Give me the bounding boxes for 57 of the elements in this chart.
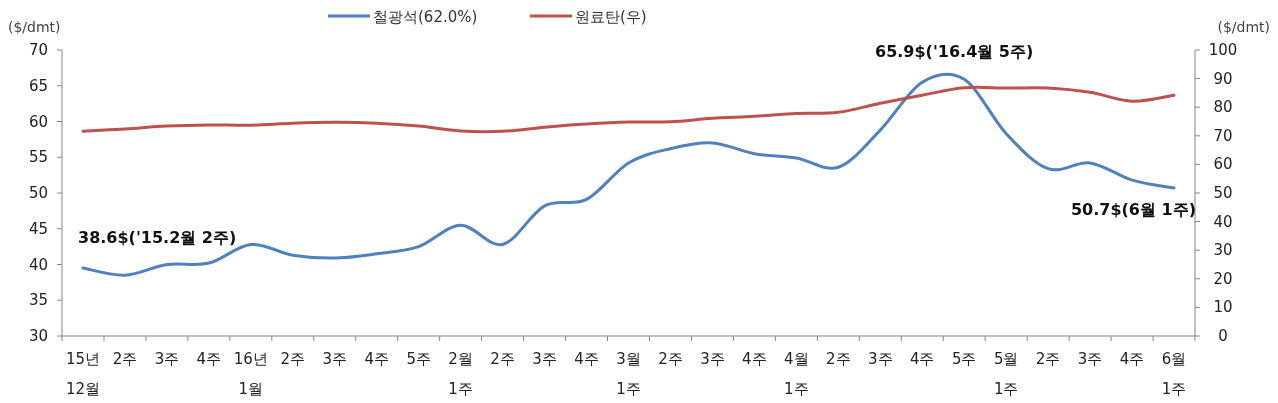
- y2-tick-label: 10: [1213, 298, 1233, 317]
- x-tick-label: 3주: [322, 350, 348, 368]
- y-tick-label: 30: [28, 327, 48, 345]
- y-tick-label: 70: [28, 41, 48, 59]
- y2-tick-label: 70: [1213, 126, 1233, 145]
- x-tick-label: 6월 1주: [1161, 350, 1187, 398]
- y2-tick-label: 100: [1208, 41, 1238, 59]
- x-tick-label: 3월 1주: [616, 350, 641, 398]
- x-tick-label: 2주: [658, 350, 683, 368]
- x-tick-label: 4주: [909, 350, 935, 368]
- annotation: 38.6$('15.2월 2주): [78, 228, 237, 247]
- y-tick-label: 45: [28, 219, 48, 238]
- x-tick-label: 4주: [196, 350, 222, 368]
- y2-tick-label: 90: [1213, 69, 1233, 88]
- y-tick-label: 65: [28, 76, 48, 95]
- annotation: 65.9$('16.4월 5주): [875, 42, 1034, 61]
- y-tick-label: 55: [28, 148, 48, 167]
- legend-item: 철광석(62.0%): [328, 8, 478, 26]
- annotation: 50.7$(6월 1주): [1070, 200, 1196, 219]
- y2-tick-label: 60: [1213, 155, 1233, 174]
- y-tick-label: 40: [28, 255, 48, 274]
- x-tick-label: 4주: [364, 350, 389, 368]
- y2-tick-label: 40: [1213, 212, 1233, 231]
- x-tick-label: 15년 12월: [65, 350, 101, 398]
- y-tick-label: 50: [28, 184, 48, 202]
- legend-label: 원료탄(우): [575, 8, 647, 26]
- x-tick-label: 5주: [406, 350, 431, 368]
- y2-axis-title: ($/dmt): [1217, 19, 1270, 35]
- x-tick-label: 5월 1주: [993, 350, 1019, 398]
- x-tick-label: 16년 1월: [233, 350, 268, 398]
- y2-tick-label: 50: [1213, 184, 1233, 202]
- x-tick-label: 3주: [868, 350, 893, 368]
- y2-tick-label: 80: [1213, 98, 1233, 117]
- x-tick-label: 2월 1주: [448, 350, 473, 398]
- y2-tick-label: 30: [1213, 241, 1233, 260]
- x-tick-label: 2주: [490, 350, 515, 368]
- y2-tick-label: 0: [1218, 327, 1228, 345]
- x-tick-label: 4주: [1119, 350, 1145, 368]
- x-tick-label: 3주: [700, 350, 725, 368]
- x-tick-label: 4월 1주: [784, 350, 809, 398]
- x-tick-label: 2주: [112, 350, 138, 368]
- x-tick-label: 3주: [532, 350, 557, 368]
- x-tick-label: 2주: [826, 350, 851, 368]
- legend-label: 철광석(62.0%): [373, 8, 478, 26]
- line-series: [81, 85, 1176, 134]
- y-axis-title: ($/dmt): [8, 19, 61, 35]
- x-tick-label: 5주: [951, 350, 977, 368]
- y-tick-label: 60: [28, 112, 48, 131]
- x-tick-label: 4주: [742, 350, 767, 368]
- x-tick-label: 4주: [574, 350, 599, 368]
- x-tick-label: 3주: [1077, 350, 1103, 368]
- x-tick-label: 3주: [154, 350, 180, 368]
- y2-tick-label: 20: [1213, 269, 1233, 288]
- legend-item: 원료탄(우): [530, 8, 647, 26]
- x-tick-label: 2주: [1035, 350, 1061, 368]
- x-tick-label: 2주: [280, 350, 306, 368]
- y-tick-label: 35: [28, 291, 48, 310]
